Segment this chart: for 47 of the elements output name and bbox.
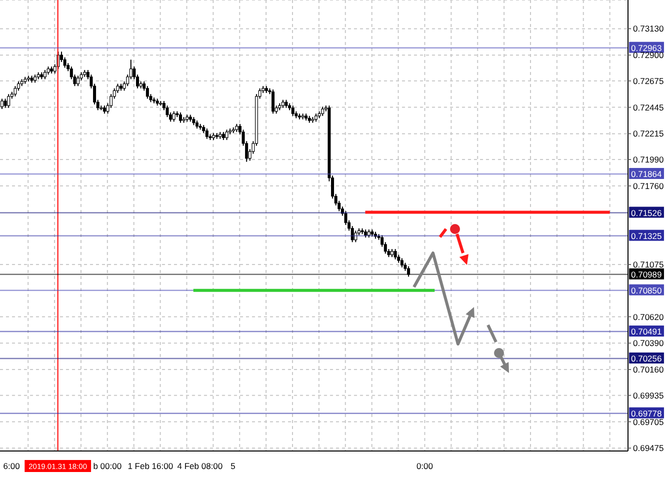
candlestick [225, 129, 228, 141]
candlestick [354, 230, 358, 243]
y-tick-label: 0.73130 [633, 24, 664, 34]
x-tick-label: 0:00 [416, 461, 434, 471]
y-tick-label: 0.70390 [633, 338, 664, 348]
ref-line-label: 0.72963 [631, 42, 662, 53]
y-tick-label: 0.69475 [633, 443, 664, 454]
ref-line-label: 0.70491 [631, 326, 662, 337]
x-tick-label: 6:00 [3, 461, 20, 471]
candlestick [4, 98, 7, 108]
candlestick [166, 105, 169, 118]
ref-line-label: 0.71325 [631, 230, 662, 241]
y-tick-label: 0.70160 [633, 364, 664, 375]
y-tick-label: 0.72215 [633, 128, 664, 139]
y-tick-label: 0.70620 [633, 312, 664, 322]
ref-line-label: 0.71864 [631, 168, 662, 179]
ref-line-label: 0.70256 [631, 354, 662, 364]
ref-line-label: 0.69778 [631, 408, 662, 418]
ref-line-label: 0.71526 [631, 208, 662, 218]
candlestick [76, 75, 80, 87]
ref-line-label: 0.70850 [631, 285, 662, 296]
y-tick-label: 0.71075 [633, 260, 664, 270]
x-tick-label: 5 [230, 461, 236, 471]
candlestick [205, 128, 208, 140]
y-tick-label: 0.72675 [633, 76, 664, 86]
y-tick-label: 0.72445 [633, 102, 664, 112]
candlestick [172, 110, 176, 122]
y-tick-label: 0.72900 [633, 50, 664, 60]
x-tick-label: b 00:00 [93, 461, 122, 471]
candlestick [394, 248, 397, 260]
candlestick [407, 266, 410, 278]
candlestick [43, 70, 46, 80]
candlestick [178, 112, 182, 124]
candlestick [272, 89, 275, 114]
candlestick [146, 86, 149, 100]
y-tick-label: 0.71990 [633, 154, 664, 165]
candlestick [7, 94, 10, 108]
y-tick-label: 0.69705 [633, 416, 664, 427]
candlestick [321, 106, 324, 116]
ref-line-label: 0.70989 [631, 269, 662, 280]
candlestick [14, 86, 17, 97]
candlestick [291, 105, 294, 116]
y-tick-label: 0.69935 [633, 390, 664, 400]
y-tick-label: 0.71760 [633, 180, 664, 191]
x-tick-label: 4 Feb 08:00 [177, 461, 223, 471]
x-tick-label: 1 Feb 16:00 [128, 461, 174, 471]
candlestick [400, 258, 404, 268]
